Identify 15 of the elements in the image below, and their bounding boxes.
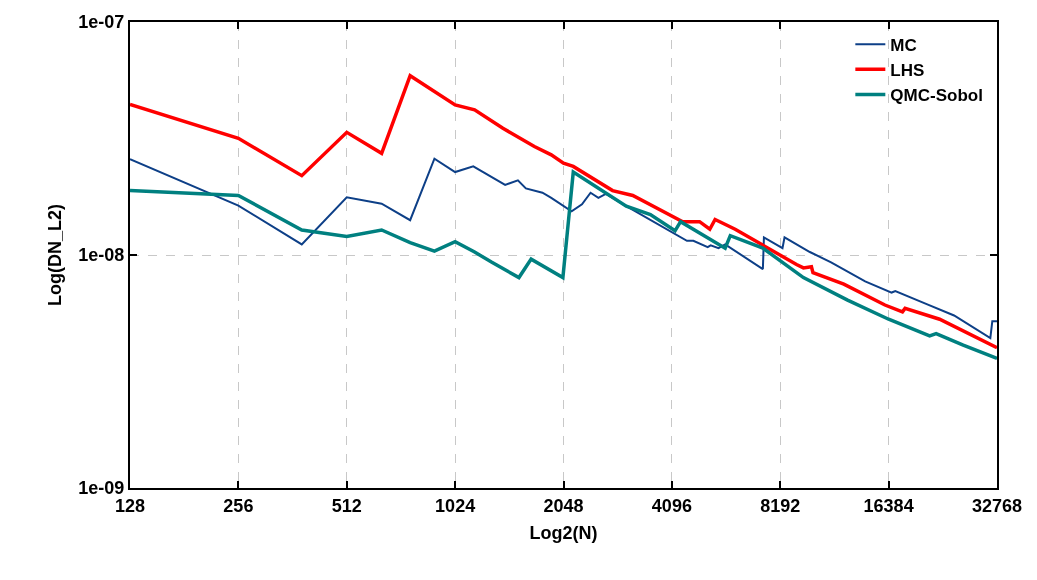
x-tick-label: 4096 [651,495,692,516]
x-tick-label: 32768 [971,495,1023,516]
x-tick-label: 2048 [543,495,584,516]
x-axis-title: Log2(N) [529,523,598,544]
y-tick-label: 1e-08 [78,245,125,266]
x-tick-label: 512 [331,495,362,516]
x-tick-label: 256 [223,495,254,516]
x-tick-label: 16384 [863,495,914,516]
legend-label: QMC-Sobol [890,86,983,106]
y-axis-title: Log(DN_L2) [45,204,66,306]
y-tick-label: 1e-07 [78,12,125,33]
legend-label: MC [890,35,917,55]
x-tick-label: 1024 [435,495,476,516]
legend-label: LHS [890,60,925,80]
x-tick-label: 8192 [760,495,801,516]
